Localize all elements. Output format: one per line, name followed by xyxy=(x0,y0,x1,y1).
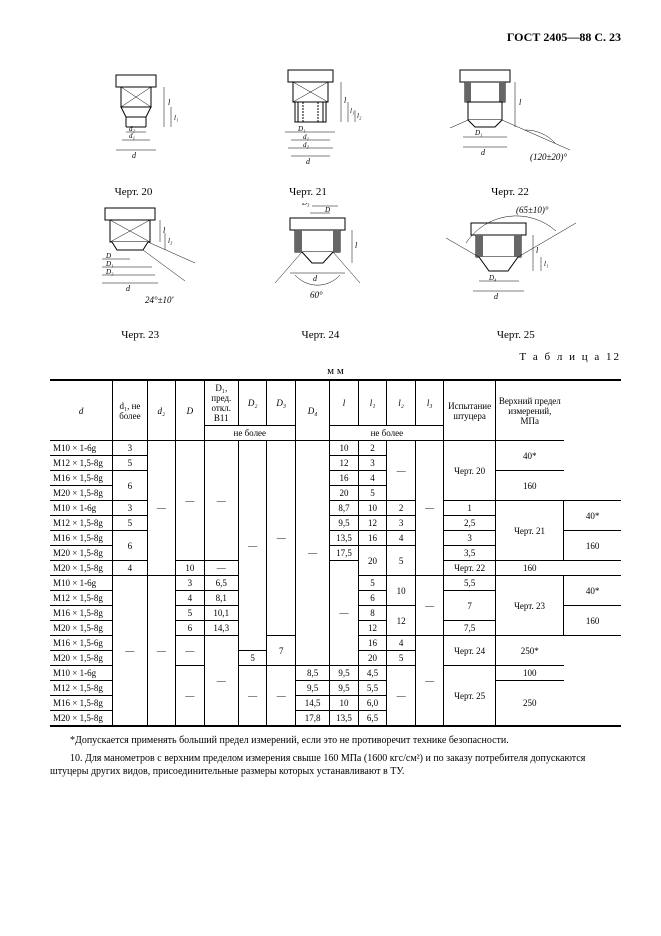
th-limit: Верхний предел измерений, МПа xyxy=(495,380,564,441)
figures-row-2: D D₁ D₂ d l l₃ 24°±10' Черт. 23 xyxy=(50,203,621,341)
svg-text:d: d xyxy=(313,274,318,283)
th-D4: D₄ xyxy=(295,380,329,441)
th-test: Испыта­ние штуцера xyxy=(444,380,495,441)
svg-text:24°±10': 24°±10' xyxy=(145,295,175,305)
svg-text:(120±20)°: (120±20)° xyxy=(530,152,567,162)
svg-text:d: d xyxy=(126,284,131,293)
th-d2: d₂ xyxy=(147,380,176,441)
svg-text:l: l xyxy=(519,98,522,107)
figure-24: D D₃ d l 60° Черт. 24 xyxy=(260,203,380,341)
svg-text:l₂: l₂ xyxy=(357,112,362,120)
svg-text:d: d xyxy=(481,148,486,157)
svg-text:D₄: D₄ xyxy=(488,274,497,282)
table-row: М10 × 1-6g3 —————— 102—— Черт. 2040* xyxy=(50,441,621,456)
th-D: D xyxy=(176,380,205,441)
footnote: *Допускается применять больший предел из… xyxy=(50,735,621,746)
table-unit: м м xyxy=(50,365,621,377)
svg-text:D₂: D₂ xyxy=(105,268,114,276)
table-row: М10 × 1-6g38,7 1021 Черт. 2140* xyxy=(50,501,621,516)
svg-text:D₁: D₁ xyxy=(297,125,306,133)
page-header: ГОСТ 2405—88 С. 23 xyxy=(50,30,621,45)
svg-text:D: D xyxy=(105,252,111,260)
svg-text:d: d xyxy=(132,151,137,160)
th-D2: D₂ xyxy=(238,380,267,426)
th-D3: D₃ xyxy=(267,380,296,426)
th-l2: l₂ xyxy=(387,380,416,426)
table-row: М20 × 1,5-8g 410— — Черт. 22160 xyxy=(50,561,621,576)
svg-text:l: l xyxy=(168,98,171,107)
svg-text:D₁: D₁ xyxy=(105,260,114,268)
svg-text:l: l xyxy=(536,246,539,255)
figure-20-caption: Черт. 20 xyxy=(86,186,181,198)
th-l: l xyxy=(330,380,359,426)
figure-22-caption: Черт. 22 xyxy=(435,186,585,198)
figure-25-caption: Черт. 25 xyxy=(441,329,591,341)
figure-23: D D₁ D₂ d l l₃ 24°±10' Черт. 23 xyxy=(80,203,200,341)
svg-text:D: D xyxy=(324,206,330,214)
svg-text:l: l xyxy=(344,96,347,105)
table-row: М16 × 1,5-8g6 164 160 xyxy=(50,471,621,486)
svg-text:l₁: l₁ xyxy=(174,114,178,122)
th-d: d xyxy=(50,380,113,441)
svg-text:d: d xyxy=(494,292,499,301)
figure-24-caption: Черт. 24 xyxy=(260,329,380,341)
svg-text:l₁: l₁ xyxy=(350,107,354,115)
svg-text:l: l xyxy=(355,241,358,250)
note-10: 10. Для манометров с верхним пределом из… xyxy=(50,752,621,778)
th-D23-sub: не более xyxy=(204,426,295,441)
svg-text:d₂: d₂ xyxy=(303,141,310,149)
table-label: Т а б л и ц а 12 xyxy=(50,351,621,363)
svg-text:l₁: l₁ xyxy=(544,260,548,268)
th-l1: l₁ xyxy=(358,380,387,426)
dimensions-table: d d₁, не более d₂ D D₁, пред. откл. В11 … xyxy=(50,379,621,727)
figure-22: D₁ d l (120±20)° Черт. 22 xyxy=(435,65,585,198)
th-D1: D₁, пред. откл. В11 xyxy=(204,380,238,426)
svg-text:D₃: D₃ xyxy=(301,203,310,207)
th-l3: l₃ xyxy=(415,380,444,426)
figure-25: D₄ d l l₁ (65±10)° Черт. 25 xyxy=(441,203,591,341)
svg-text:l₃: l₃ xyxy=(168,237,173,245)
svg-text:(65±10)°: (65±10)° xyxy=(516,205,549,215)
svg-text:d₁: d₁ xyxy=(303,133,309,141)
svg-text:D₁: D₁ xyxy=(474,129,483,137)
figure-20: d d₁ d₂ l l₁ Черт. 20 xyxy=(86,65,181,198)
svg-text:l: l xyxy=(163,226,166,235)
svg-text:60°: 60° xyxy=(310,290,323,300)
figures-row-1: d d₁ d₂ l l₁ Черт. 20 xyxy=(50,65,621,198)
th-d1: d₁, не более xyxy=(113,380,147,441)
figure-21-caption: Черт. 21 xyxy=(253,186,363,198)
figure-23-caption: Черт. 23 xyxy=(80,329,200,341)
th-l-sub: не более xyxy=(330,426,444,441)
figure-21: D₁ d₁ d₂ d l l₁ l₂ Черт. 21 xyxy=(253,65,363,198)
svg-text:d₁: d₁ xyxy=(129,132,135,140)
svg-text:d: d xyxy=(306,157,311,166)
svg-text:d₂: d₂ xyxy=(129,125,136,133)
